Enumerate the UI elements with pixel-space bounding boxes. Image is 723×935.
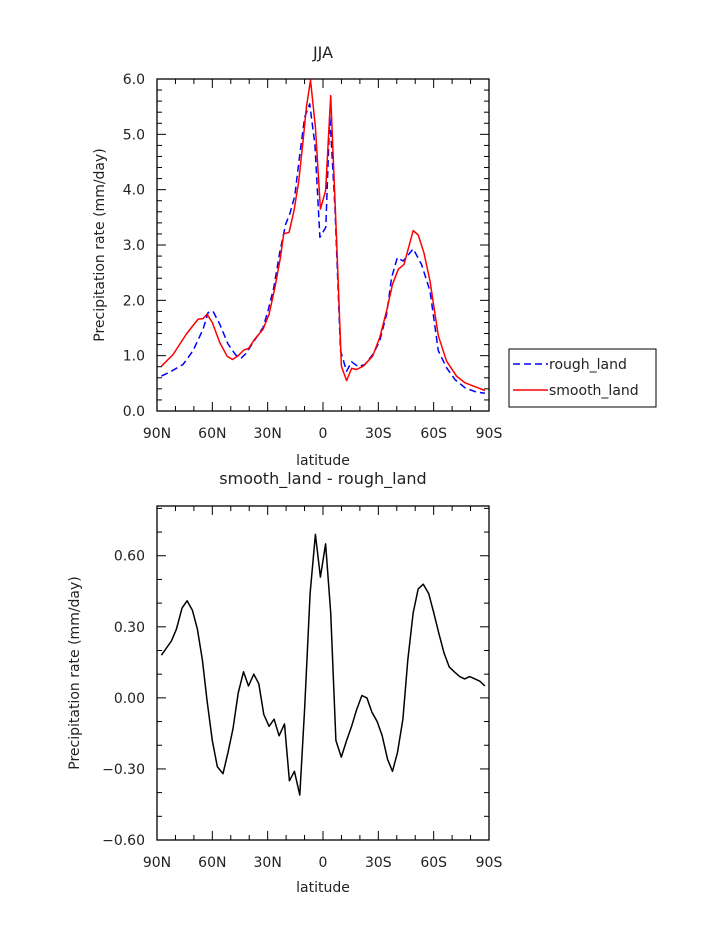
x-tick-label: 90N bbox=[143, 426, 171, 442]
series-line-rough-land bbox=[161, 103, 486, 395]
bottom-x-axis-label: latitude bbox=[296, 880, 350, 896]
y-tick-label: 0.0 bbox=[123, 404, 145, 420]
top-chart-title: JJA bbox=[312, 43, 333, 62]
x-tick-label: 30N bbox=[254, 426, 282, 442]
series-line-smooth-land bbox=[160, 79, 486, 392]
x-tick-label: 90N bbox=[143, 855, 171, 871]
y-tick-label: −0.30 bbox=[102, 762, 145, 778]
x-tick-label: 30S bbox=[365, 426, 392, 442]
y-tick-label: −0.60 bbox=[102, 833, 145, 849]
x-tick-label: 60N bbox=[198, 426, 226, 442]
y-tick-label: 5.0 bbox=[123, 127, 145, 143]
legend-label-rough-land: rough_land bbox=[549, 357, 627, 373]
y-tick-label: 0.60 bbox=[114, 549, 145, 565]
x-tick-label: 30N bbox=[254, 855, 282, 871]
top-y-axis-label: Precipitation rate (mm/day) bbox=[92, 148, 108, 342]
y-tick-label: 1.0 bbox=[123, 349, 145, 365]
series-line-difference bbox=[160, 533, 486, 796]
bottom-chart-title: smooth_land - rough_land bbox=[219, 469, 426, 489]
y-tick-label: 0.00 bbox=[114, 691, 145, 707]
bottom-y-axis-label: Precipitation rate (mm/day) bbox=[67, 576, 83, 770]
top-panel-jja: JJA latitude Precipitation rate (mm/day)… bbox=[92, 43, 502, 469]
x-tick-label: 0 bbox=[319, 426, 328, 442]
x-tick-label: 0 bbox=[319, 855, 328, 871]
x-tick-label: 60S bbox=[420, 426, 447, 442]
y-tick-label: 2.0 bbox=[123, 293, 145, 309]
plot-frame bbox=[156, 78, 490, 412]
x-tick-label: 30S bbox=[365, 855, 392, 871]
y-tick-label: 4.0 bbox=[123, 183, 145, 199]
x-tick-label: 60S bbox=[420, 855, 447, 871]
x-tick-label: 90S bbox=[476, 855, 503, 871]
legend-box bbox=[508, 348, 657, 408]
legend-label-smooth-land: smooth_land bbox=[549, 383, 639, 399]
bottom-panel-difference: smooth_land - rough_land latitude Precip… bbox=[67, 469, 502, 896]
y-tick-label: 3.0 bbox=[123, 238, 145, 254]
x-tick-label: 60N bbox=[198, 855, 226, 871]
y-tick-label: 0.30 bbox=[114, 620, 145, 636]
y-tick-label: 6.0 bbox=[123, 72, 145, 88]
top-x-axis-label: latitude bbox=[296, 453, 350, 469]
legend: rough_land smooth_land bbox=[508, 348, 657, 408]
x-tick-label: 90S bbox=[476, 426, 503, 442]
